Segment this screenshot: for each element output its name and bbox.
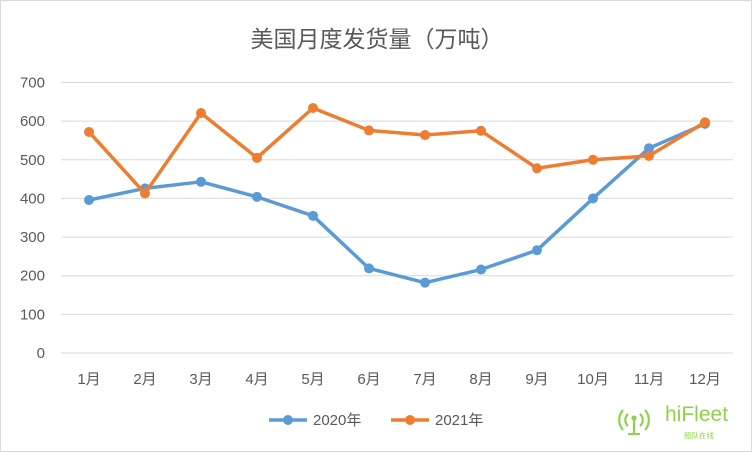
x-tick-label: 11月 — [634, 371, 665, 388]
y-axis: 0 100 200 300 400 500 600 700 — [20, 75, 45, 363]
data-point — [140, 188, 150, 199]
legend-label: 2021年 — [435, 412, 483, 429]
x-tick-label: 8月 — [469, 371, 492, 388]
legend-swatch-marker — [283, 415, 293, 425]
y-tick-label: 300 — [20, 229, 45, 246]
x-tick-label: 1月 — [77, 371, 100, 388]
series-1 — [84, 118, 710, 288]
x-tick-label: 9月 — [525, 371, 548, 388]
data-point — [476, 264, 486, 275]
data-point — [308, 103, 318, 114]
data-point — [700, 117, 710, 128]
data-point — [588, 154, 598, 165]
x-tick-label: 7月 — [413, 371, 436, 388]
y-tick-label: 0 — [37, 345, 45, 362]
data-point — [644, 143, 654, 154]
y-tick-label: 200 — [20, 268, 45, 285]
watermark-brand: hiFleet — [665, 403, 728, 426]
data-point — [476, 125, 486, 136]
data-point — [644, 150, 654, 161]
data-point — [196, 108, 206, 119]
watermark-subtext: 船队在线 — [684, 430, 714, 440]
data-point — [196, 176, 206, 187]
chart-title: 美国月度发货量（万吨） — [251, 27, 504, 53]
data-point — [364, 263, 374, 274]
data-point — [420, 130, 430, 141]
legend-item: 2021年 — [391, 412, 483, 429]
gridlines — [61, 82, 733, 354]
watermark-logo: hiFleet 船队在线 — [618, 403, 728, 440]
series-line — [87, 106, 707, 196]
data-point — [364, 125, 374, 136]
data-point — [308, 210, 318, 221]
x-tick-label: 5月 — [301, 371, 324, 388]
y-tick-label: 100 — [20, 306, 45, 323]
x-tick-label: 2月 — [133, 371, 156, 388]
series-2 — [84, 103, 710, 199]
data-point — [84, 126, 94, 137]
data-point — [420, 277, 430, 288]
y-tick-label: 500 — [20, 152, 45, 169]
y-tick-label: 400 — [20, 190, 45, 207]
data-point — [532, 163, 542, 174]
signal-icon — [618, 409, 650, 435]
legend-item: 2020年 — [269, 412, 361, 429]
series-layer — [84, 103, 710, 288]
series-line — [87, 122, 707, 285]
legend: 2020年 2021年 — [269, 412, 483, 429]
x-tick-label: 10月 — [577, 371, 609, 388]
data-point — [84, 194, 94, 205]
x-tick-label: 6月 — [357, 371, 380, 388]
x-tick-label: 12月 — [689, 371, 721, 388]
legend-swatch-marker — [405, 415, 415, 425]
data-point — [252, 191, 262, 202]
legend-label: 2020年 — [313, 412, 361, 429]
x-tick-label: 3月 — [189, 371, 212, 388]
data-point — [588, 193, 598, 204]
y-tick-label: 700 — [20, 75, 45, 92]
x-tick-label: 4月 — [245, 371, 268, 388]
data-point — [252, 152, 262, 163]
x-axis: 1月 2月 3月 4月 5月 6月 7月 8月 9月 10月 11月 12月 — [77, 371, 721, 388]
y-tick-label: 600 — [20, 113, 45, 130]
data-point — [532, 245, 542, 256]
